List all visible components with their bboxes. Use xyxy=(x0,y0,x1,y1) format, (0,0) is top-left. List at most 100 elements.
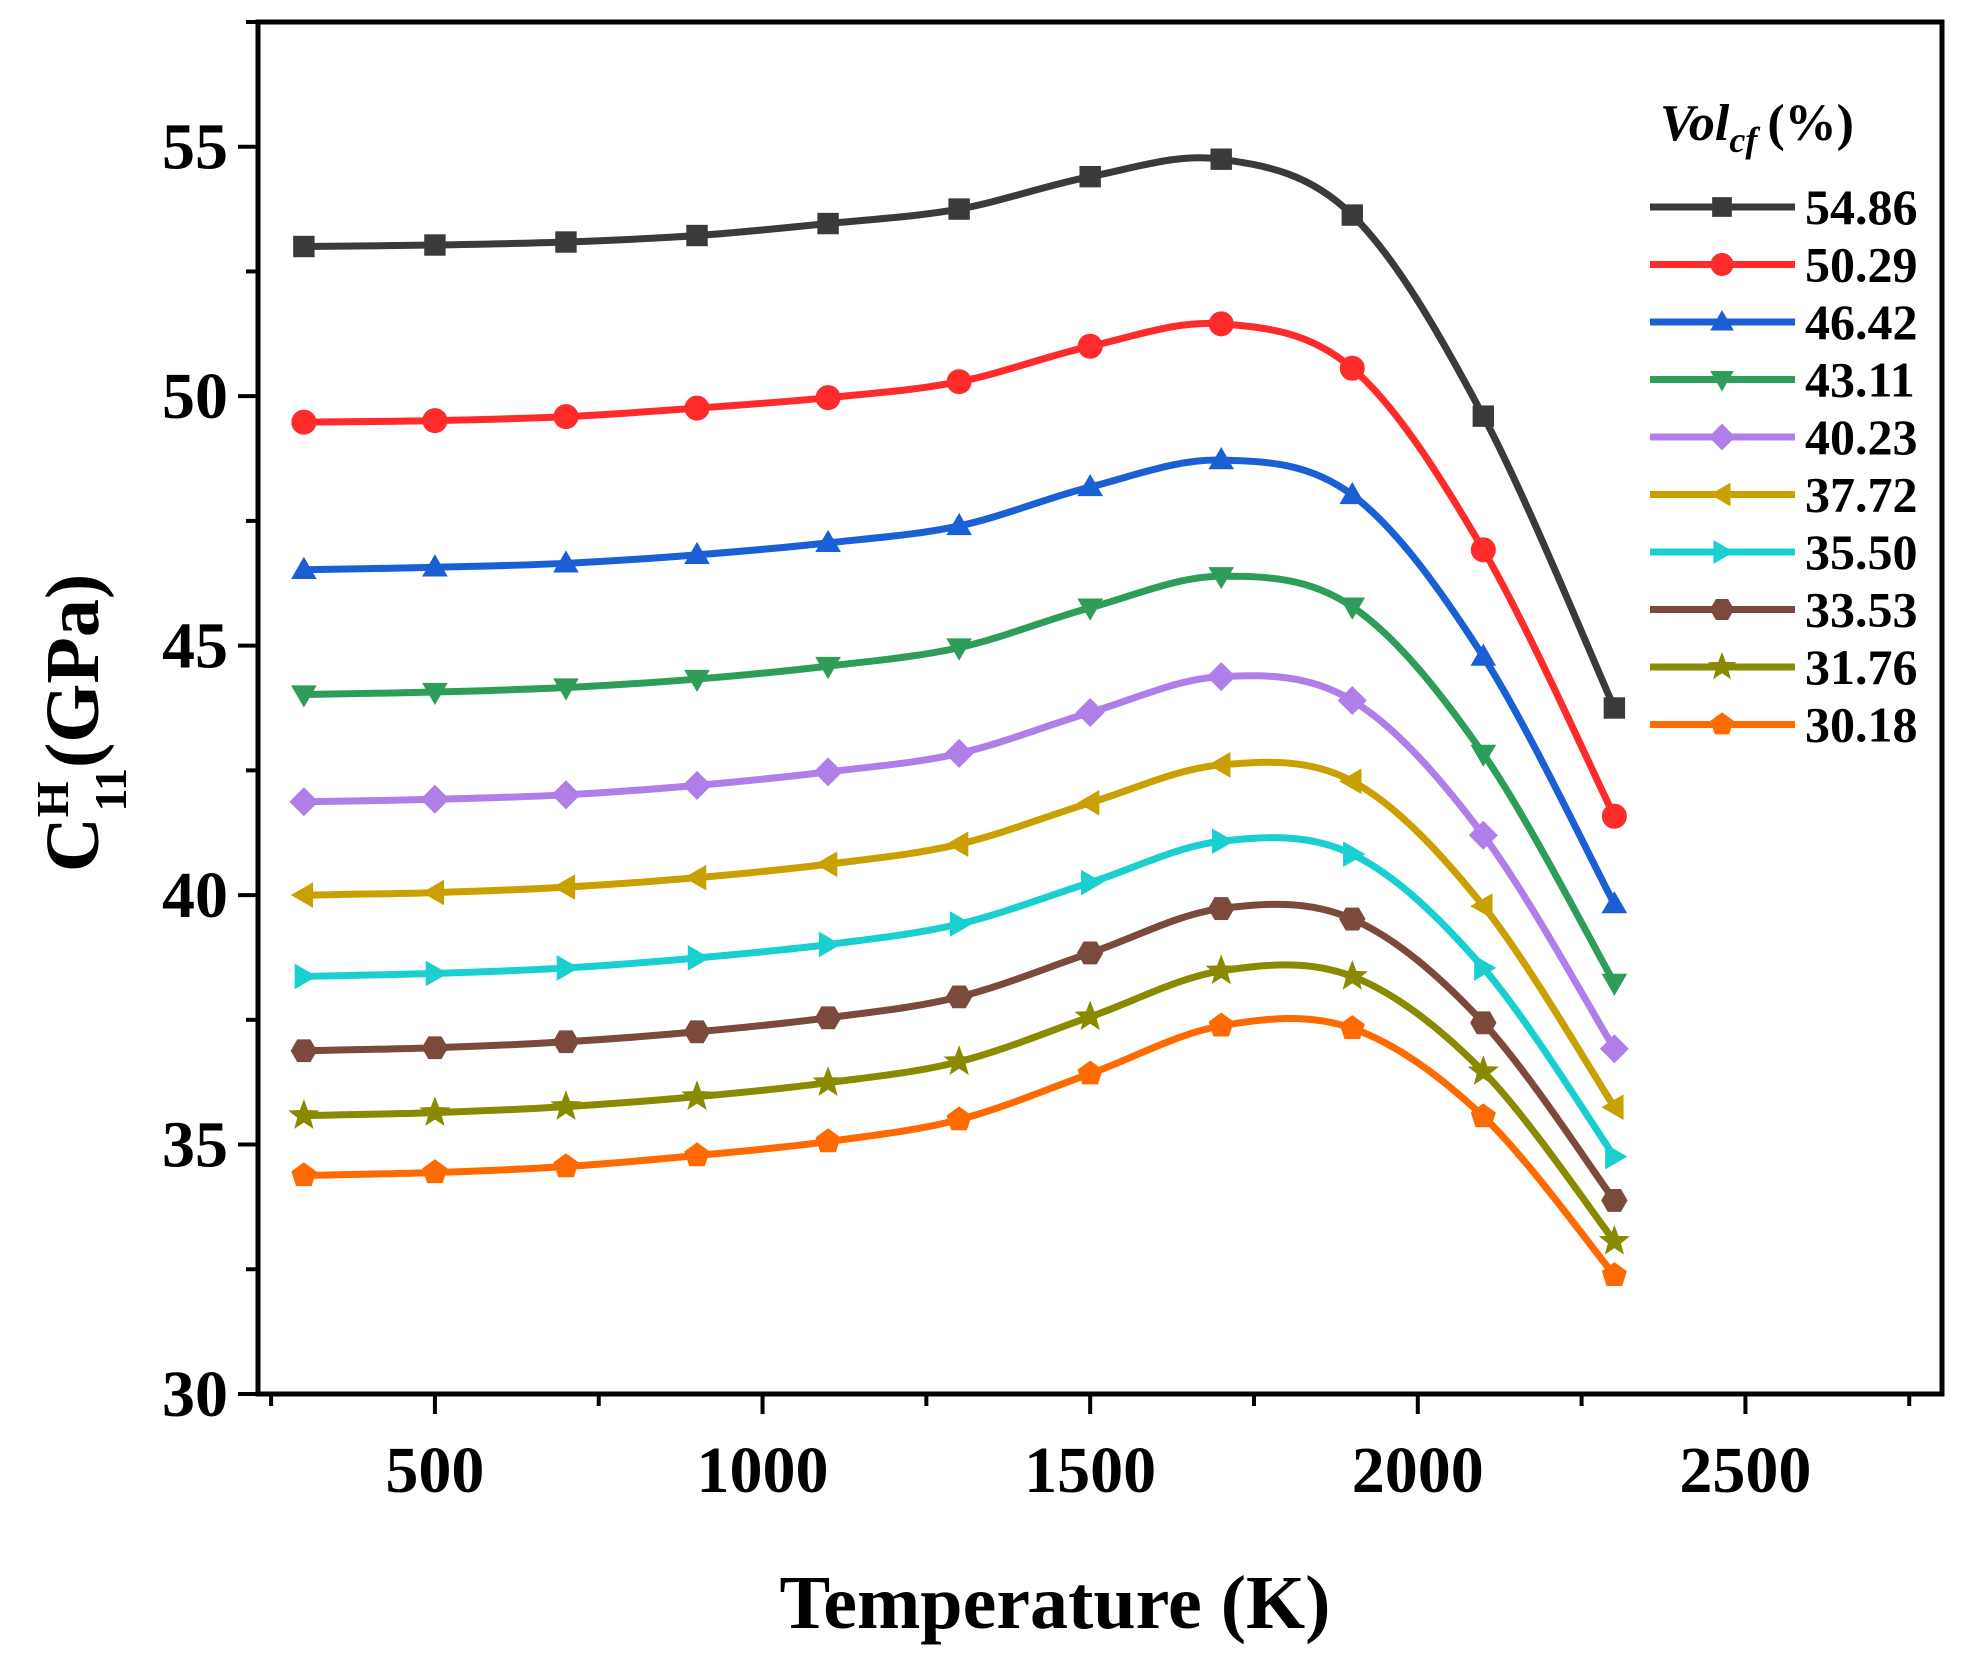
data-point xyxy=(288,1099,320,1129)
series-50.29 xyxy=(291,311,1627,829)
data-point xyxy=(553,550,579,573)
data-point xyxy=(684,864,707,891)
legend-item: 33.53 xyxy=(1650,582,1918,638)
data-point xyxy=(946,369,972,395)
data-point xyxy=(551,780,581,810)
x-axis-title: Temperature (K) xyxy=(780,1561,1331,1645)
legend-item: 46.42 xyxy=(1650,294,1918,350)
data-point xyxy=(1470,1103,1496,1128)
legend-title-unit: (%) xyxy=(1767,95,1854,152)
legend-label: 30.18 xyxy=(1805,697,1918,753)
data-point xyxy=(1601,1189,1628,1212)
data-point xyxy=(1212,828,1235,855)
data-point xyxy=(949,911,973,937)
series-40.23 xyxy=(289,662,1629,1064)
series-line xyxy=(300,900,1618,1204)
data-point xyxy=(1208,752,1231,778)
data-point xyxy=(1598,1224,1630,1255)
data-point xyxy=(1472,405,1495,427)
x-tick-label: 1500 xyxy=(1024,1434,1156,1507)
data-point xyxy=(1470,893,1493,919)
data-point xyxy=(1339,768,1362,795)
legend-swatch-marker xyxy=(1712,197,1732,217)
data-point xyxy=(812,1066,844,1096)
x-tick-label: 1000 xyxy=(697,1434,829,1507)
legend-item: 54.86 xyxy=(1650,179,1918,235)
data-point xyxy=(1605,1143,1628,1170)
data-point xyxy=(550,1090,582,1120)
data-point xyxy=(1210,148,1232,170)
data-point xyxy=(1336,959,1368,990)
data-point xyxy=(1601,973,1628,996)
legend-swatch-marker xyxy=(1713,540,1734,564)
series-43.11 xyxy=(291,567,1628,996)
data-point xyxy=(1474,955,1497,981)
data-point xyxy=(1206,662,1236,692)
data-point xyxy=(1601,803,1627,829)
data-point xyxy=(1208,311,1234,337)
y-axis-title: CH 11(GPa) xyxy=(27,574,136,872)
data-point xyxy=(946,1106,972,1131)
data-point xyxy=(1208,447,1235,470)
data-point xyxy=(684,669,710,693)
legend: Volcf (%) 54.8650.2946.4243.1140.2337.723… xyxy=(1650,95,1918,753)
y-axis-title-base: C xyxy=(31,817,115,872)
data-point xyxy=(291,685,317,708)
data-point xyxy=(1601,1094,1624,1120)
data-point xyxy=(1467,1055,1499,1085)
data-point xyxy=(946,512,972,536)
data-point xyxy=(684,395,710,421)
data-point xyxy=(291,409,317,435)
data-point xyxy=(422,554,448,577)
data-point xyxy=(555,231,577,253)
data-point xyxy=(290,882,314,908)
legend-label: 33.53 xyxy=(1805,582,1918,638)
y-axis-title-subscript: 11 xyxy=(85,768,136,811)
legend-swatch-marker xyxy=(1710,712,1734,735)
legend-title: Volcf (%) xyxy=(1660,95,1854,160)
data-point xyxy=(1470,744,1497,767)
series-line xyxy=(300,758,1618,1111)
data-point xyxy=(552,1030,580,1054)
data-point xyxy=(1601,1262,1627,1286)
data-point xyxy=(1470,1011,1497,1035)
series-54.86 xyxy=(293,148,1626,719)
series-line xyxy=(300,572,1618,987)
data-point xyxy=(1341,204,1363,226)
data-point xyxy=(1208,1012,1234,1037)
y-axis-title-superscript: H xyxy=(27,781,78,817)
data-point xyxy=(1468,820,1498,850)
data-point xyxy=(553,404,579,430)
data-point xyxy=(1601,891,1628,914)
data-point xyxy=(425,960,448,987)
data-point xyxy=(294,963,317,990)
legend-item: 40.23 xyxy=(1650,409,1918,465)
y-tick-label: 55 xyxy=(162,111,228,184)
legend-label: 31.76 xyxy=(1805,639,1918,695)
data-point xyxy=(1339,907,1366,931)
legend-swatch-marker xyxy=(1709,599,1735,620)
data-point xyxy=(1077,333,1103,359)
data-point xyxy=(948,198,970,220)
data-point xyxy=(1603,697,1626,719)
legend-title-sub: cf xyxy=(1729,120,1760,160)
data-point xyxy=(814,1006,842,1030)
legend-label: 43.11 xyxy=(1805,352,1915,408)
data-point xyxy=(815,656,841,680)
x-tick-label: 2000 xyxy=(1352,1434,1484,1507)
data-point xyxy=(687,945,711,971)
data-point xyxy=(686,224,708,247)
data-point xyxy=(1075,697,1105,727)
data-point xyxy=(681,1080,713,1110)
data-point xyxy=(290,1039,318,1063)
data-point xyxy=(1076,941,1104,965)
data-point xyxy=(553,678,579,701)
data-point xyxy=(1208,567,1235,590)
data-point xyxy=(419,1096,451,1126)
series-30.18 xyxy=(291,1012,1627,1286)
data-point xyxy=(817,212,839,235)
data-point xyxy=(1339,1015,1365,1039)
data-point xyxy=(1339,481,1366,505)
